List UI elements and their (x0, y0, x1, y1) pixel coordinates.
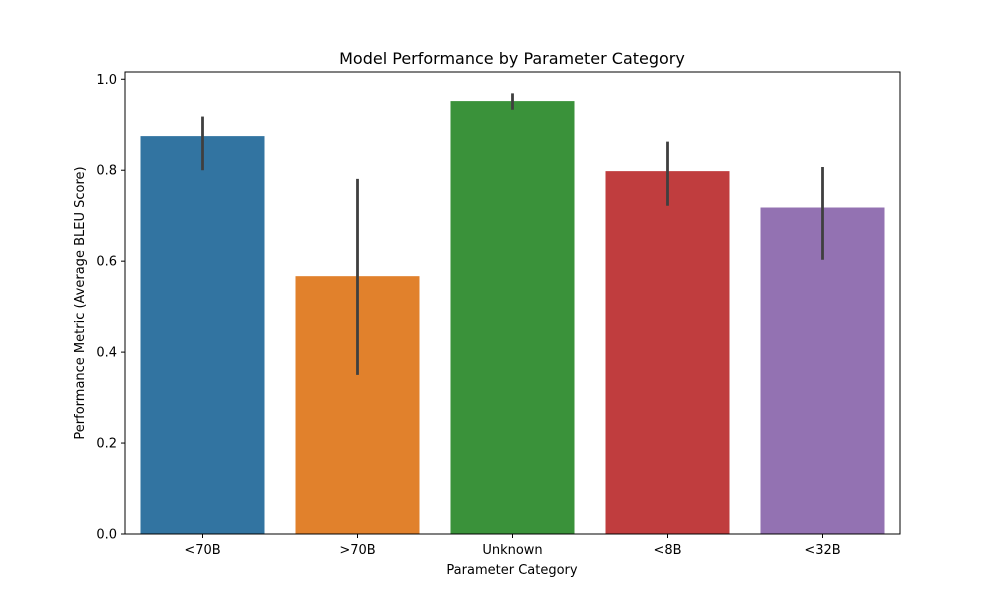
bar (140, 136, 265, 534)
y-tick-label: 1.0 (96, 73, 117, 88)
x-axis-label: Parameter Category (446, 563, 577, 578)
y-tick-label: 0.0 (96, 528, 117, 543)
bar (605, 171, 730, 534)
bar (450, 101, 575, 535)
y-tick-label: 0.4 (96, 346, 117, 361)
bar (760, 207, 885, 534)
x-tick-label: <70B (184, 543, 220, 558)
plot-area: 0.0 0.2 0.4 0.6 0.8 1.0 <70B >70B Unknown <8B <32B (96, 71, 901, 558)
chart-title: Model Performance by Parameter Category (339, 49, 685, 68)
x-tick-label: <32B (804, 543, 840, 558)
x-tick-label: Unknown (482, 543, 542, 558)
y-tick-label: 0.6 (96, 255, 117, 270)
y-axis-label: Performance Metric (Average BLEU Score) (73, 166, 88, 439)
x-tick-label: <8B (653, 543, 681, 558)
y-tick-label: 0.8 (96, 164, 117, 179)
x-tick-label: >70B (339, 543, 375, 558)
y-tick-label: 0.2 (96, 437, 117, 452)
